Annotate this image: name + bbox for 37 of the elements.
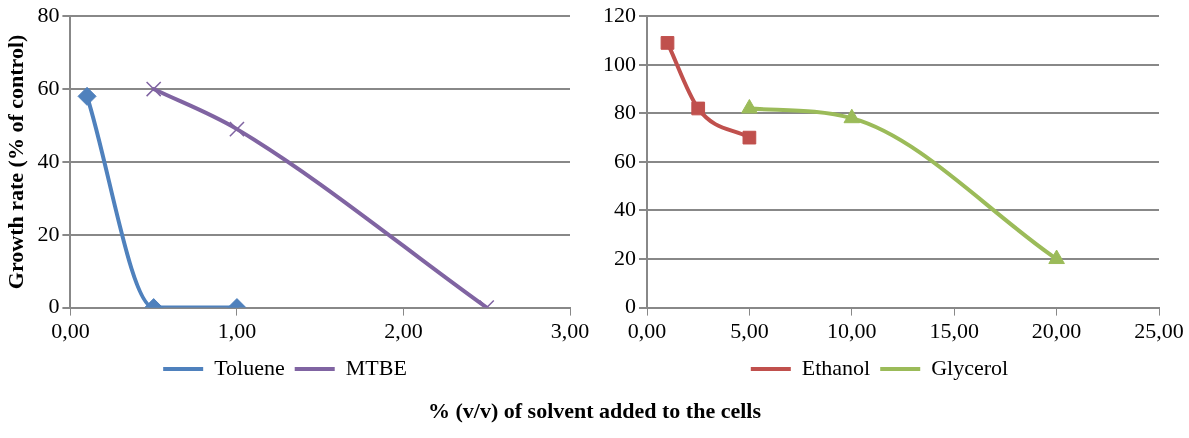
y-tick-label: 80: [37, 1, 60, 27]
y-tick-label: 0: [48, 293, 60, 319]
y-tick-label: 60: [37, 74, 60, 100]
legend-label: Glycerol: [931, 354, 1009, 380]
x-tick-label: 10,00: [827, 317, 877, 343]
point: [742, 130, 757, 145]
y-tick-label: 40: [614, 196, 636, 222]
y-tick-label: 120: [603, 1, 636, 27]
legend-label: Toluene: [214, 354, 285, 380]
y-tick-label: 60: [614, 147, 636, 173]
x-tick-label: 0,00: [627, 317, 667, 343]
x-tick-label: 1,00: [217, 317, 257, 343]
point: [77, 86, 97, 106]
x-tick-label: 20,00: [1031, 317, 1082, 343]
point: [145, 81, 162, 97]
x-tick-label: 2,00: [384, 317, 423, 343]
point: [843, 108, 861, 124]
y-axis-title: Growth rate (% of control): [2, 34, 28, 290]
x-tick-label: 25,00: [1134, 317, 1184, 343]
point: [229, 121, 245, 137]
x-axis-title: % (v/v) of solvent added to the cells: [427, 398, 762, 424]
y-tick-label: 40: [37, 147, 60, 173]
x-tick-label: 15,00: [929, 317, 979, 343]
point: [691, 101, 706, 116]
x-tick-label: 0,00: [51, 317, 90, 343]
y-tick-label: 0: [625, 293, 636, 319]
point: [660, 36, 675, 50]
point: [1048, 249, 1065, 265]
point: [741, 98, 758, 114]
y-tick-label: 20: [37, 220, 60, 246]
x-tick-label: 5,00: [730, 317, 769, 343]
y-tick-label: 80: [614, 99, 636, 125]
legend-label: Ethanol: [801, 354, 871, 380]
y-tick-label: 100: [603, 50, 636, 76]
legend-label: MTBE: [345, 354, 407, 380]
y-tick-label: 20: [614, 244, 636, 270]
x-tick-label: 3,00: [550, 317, 590, 343]
